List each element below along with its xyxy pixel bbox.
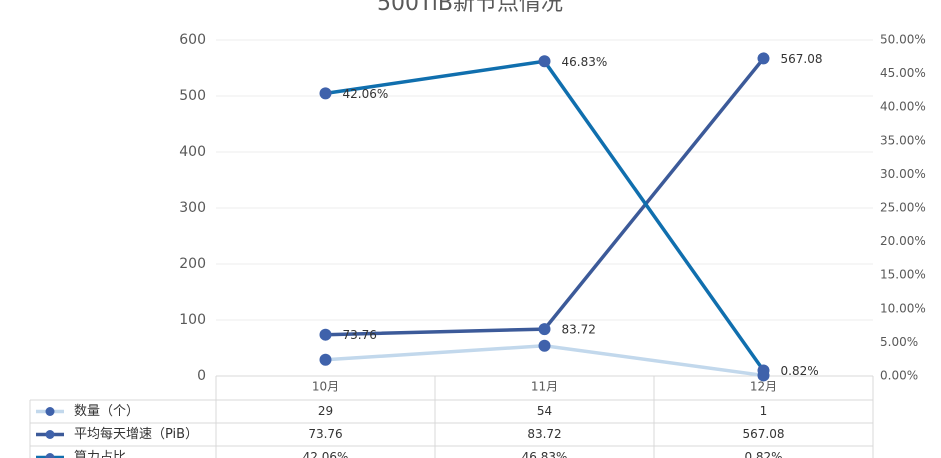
data-label: 0.82%	[781, 364, 819, 378]
marker	[757, 52, 770, 65]
table-cell: 54	[537, 404, 552, 418]
table-cell: 0.82%	[744, 450, 782, 458]
data-label: 567.08	[781, 52, 823, 66]
table-cell: 42.06%	[303, 450, 349, 458]
legend-marker	[45, 453, 55, 458]
y2-tick-label: 45.00%	[880, 66, 926, 80]
marker	[538, 55, 551, 68]
data-label: 46.83%	[562, 55, 608, 69]
y-tick-label: 100	[179, 312, 206, 328]
y2-tick-label: 40.00%	[880, 100, 926, 114]
y-tick-label: 200	[179, 256, 206, 272]
table-cell: 73.76	[308, 427, 342, 441]
legend-label: 平均每天增速（PiB）	[74, 426, 198, 442]
data-label: 73.76	[343, 328, 377, 342]
marker	[538, 323, 551, 336]
y-tick-label: 500	[179, 88, 206, 104]
y2-tick-label: 25.00%	[880, 201, 926, 215]
x-tick-label: 11月	[531, 380, 558, 394]
table-cell: 83.72	[527, 427, 561, 441]
legend-marker	[45, 430, 55, 439]
data-label: 83.72	[562, 323, 596, 337]
table-cell: 1	[760, 404, 768, 418]
y2-tick-label: 35.00%	[880, 133, 926, 147]
y2-tick-label: 15.00%	[880, 268, 926, 282]
marker	[319, 87, 332, 100]
y2-tick-label: 0.00%	[880, 369, 918, 383]
y-tick-label: 400	[179, 144, 206, 160]
y-tick-label: 300	[179, 200, 206, 216]
x-tick-label: 10月	[312, 380, 339, 394]
table-cell: 46.83%	[522, 450, 568, 458]
y2-tick-label: 50.00%	[880, 33, 926, 47]
marker	[319, 353, 332, 366]
chart-title: 500TiB新节点情况	[377, 0, 563, 16]
y2-tick-label: 30.00%	[880, 167, 926, 181]
marker	[757, 364, 770, 377]
marker	[538, 339, 551, 352]
y2-tick-label: 10.00%	[880, 301, 926, 315]
legend-marker	[45, 407, 55, 416]
legend-label: 数量（个）	[74, 404, 139, 419]
table-cell: 567.08	[743, 427, 785, 441]
y2-tick-label: 5.00%	[880, 335, 918, 349]
y2-tick-label: 20.00%	[880, 234, 926, 248]
marker	[319, 328, 332, 341]
series-line	[325, 57, 765, 337]
table-cell: 29	[318, 404, 333, 418]
y-tick-label: 0	[197, 368, 206, 384]
data-label: 42.06%	[343, 87, 389, 101]
x-tick-label: 12月	[750, 380, 777, 394]
y-tick-label: 600	[179, 32, 206, 48]
legend-label: 算力占比	[74, 450, 126, 458]
